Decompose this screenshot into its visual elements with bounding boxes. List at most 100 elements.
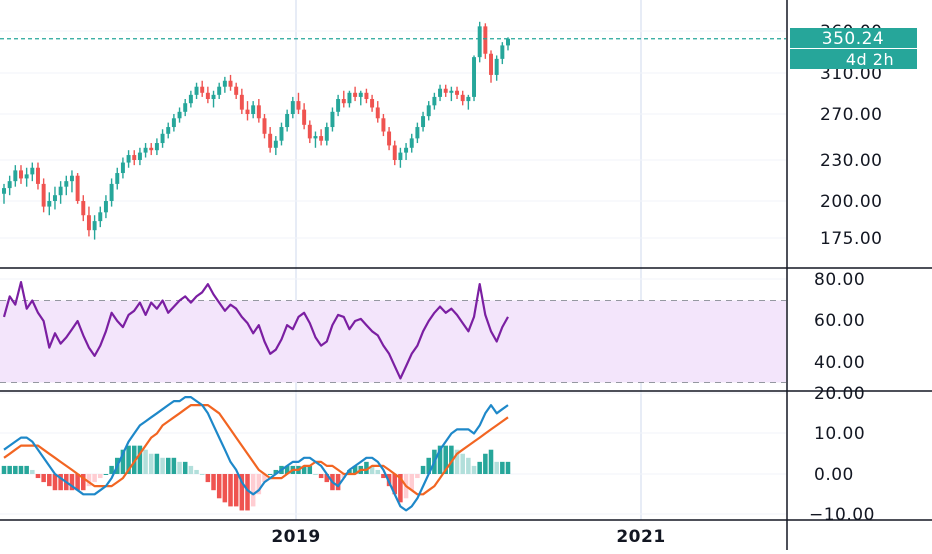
candle[interactable]: [302, 103, 307, 130]
candle[interactable]: [500, 42, 505, 65]
candle[interactable]: [52, 186, 57, 210]
candle[interactable]: [455, 86, 460, 99]
price-panel[interactable]: [0, 21, 786, 240]
candle[interactable]: [341, 90, 346, 108]
candle[interactable]: [92, 215, 97, 240]
candle[interactable]: [415, 122, 420, 144]
candle[interactable]: [205, 86, 210, 104]
candle[interactable]: [296, 92, 301, 114]
candle[interactable]: [143, 143, 148, 158]
candle[interactable]: [426, 101, 431, 121]
candle[interactable]: [239, 88, 244, 114]
rsi-panel[interactable]: [0, 281, 786, 383]
candle[interactable]: [460, 90, 465, 106]
candle[interactable]: [387, 127, 392, 151]
candle[interactable]: [245, 101, 250, 121]
candle[interactable]: [13, 165, 18, 187]
candle[interactable]: [347, 90, 352, 108]
candle[interactable]: [200, 80, 205, 97]
candle[interactable]: [217, 82, 222, 99]
candle[interactable]: [132, 150, 137, 166]
candle[interactable]: [506, 37, 510, 51]
candle[interactable]: [69, 170, 74, 193]
candle[interactable]: [330, 107, 335, 132]
candle[interactable]: [30, 162, 35, 182]
candle[interactable]: [177, 107, 182, 123]
candle[interactable]: [409, 133, 414, 153]
candle[interactable]: [268, 127, 273, 153]
candle[interactable]: [477, 21, 482, 63]
candle[interactable]: [364, 88, 369, 104]
candle[interactable]: [381, 114, 386, 137]
candle[interactable]: [115, 167, 120, 190]
candle[interactable]: [160, 129, 165, 148]
candle[interactable]: [398, 147, 403, 168]
candle[interactable]: [75, 173, 80, 204]
candle[interactable]: [438, 84, 443, 102]
candle[interactable]: [375, 101, 380, 123]
candle[interactable]: [370, 94, 375, 112]
macd-panel[interactable]: [1, 396, 511, 512]
candle[interactable]: [421, 111, 426, 132]
candle[interactable]: [120, 157, 125, 179]
candle[interactable]: [58, 181, 63, 204]
candle[interactable]: [432, 92, 437, 110]
candle[interactable]: [24, 167, 29, 187]
candle[interactable]: [443, 84, 448, 97]
candle[interactable]: [307, 120, 312, 144]
candle[interactable]: [154, 138, 159, 156]
candle[interactable]: [353, 86, 358, 102]
candle[interactable]: [313, 131, 318, 148]
candle[interactable]: [262, 114, 267, 139]
candle[interactable]: [489, 50, 493, 83]
candle[interactable]: [149, 143, 154, 156]
candle[interactable]: [183, 98, 188, 117]
candle[interactable]: [404, 143, 409, 160]
candle[interactable]: [64, 175, 69, 196]
candle[interactable]: [86, 206, 91, 237]
candle[interactable]: [211, 90, 216, 108]
candle[interactable]: [166, 122, 171, 139]
candle[interactable]: [98, 206, 103, 228]
candle[interactable]: [109, 178, 114, 207]
candle[interactable]: [358, 90, 363, 106]
candle[interactable]: [472, 55, 477, 102]
macd-line[interactable]: [3, 396, 509, 512]
candle[interactable]: [273, 136, 278, 156]
candle[interactable]: [137, 147, 142, 166]
candle[interactable]: [285, 109, 290, 132]
candle[interactable]: [234, 82, 239, 99]
candle[interactable]: [19, 165, 23, 184]
candle[interactable]: [41, 178, 46, 213]
candle[interactable]: [171, 114, 176, 132]
candle[interactable]: [483, 23, 488, 59]
candle[interactable]: [494, 55, 499, 81]
candle[interactable]: [336, 94, 341, 117]
macd-histogram-bar: [194, 469, 199, 474]
candle[interactable]: [47, 192, 52, 216]
candle[interactable]: [392, 140, 397, 166]
candle-body: [324, 127, 329, 141]
candle[interactable]: [222, 76, 227, 93]
candle[interactable]: [188, 90, 193, 108]
candle[interactable]: [290, 96, 295, 119]
candle[interactable]: [319, 129, 324, 146]
candle[interactable]: [7, 175, 12, 196]
candle[interactable]: [126, 150, 131, 168]
candle[interactable]: [228, 74, 233, 91]
candle[interactable]: [279, 122, 284, 146]
candle[interactable]: [35, 162, 40, 190]
signal-line[interactable]: [3, 404, 509, 496]
candle[interactable]: [449, 86, 454, 102]
candle[interactable]: [103, 195, 108, 219]
candle[interactable]: [81, 195, 86, 222]
rsi-line[interactable]: [2, 281, 509, 380]
candle[interactable]: [324, 122, 329, 146]
candle[interactable]: [466, 94, 471, 110]
candle[interactable]: [251, 101, 256, 119]
candle[interactable]: [2, 183, 6, 204]
candle[interactable]: [194, 82, 199, 99]
candle[interactable]: [256, 98, 261, 123]
